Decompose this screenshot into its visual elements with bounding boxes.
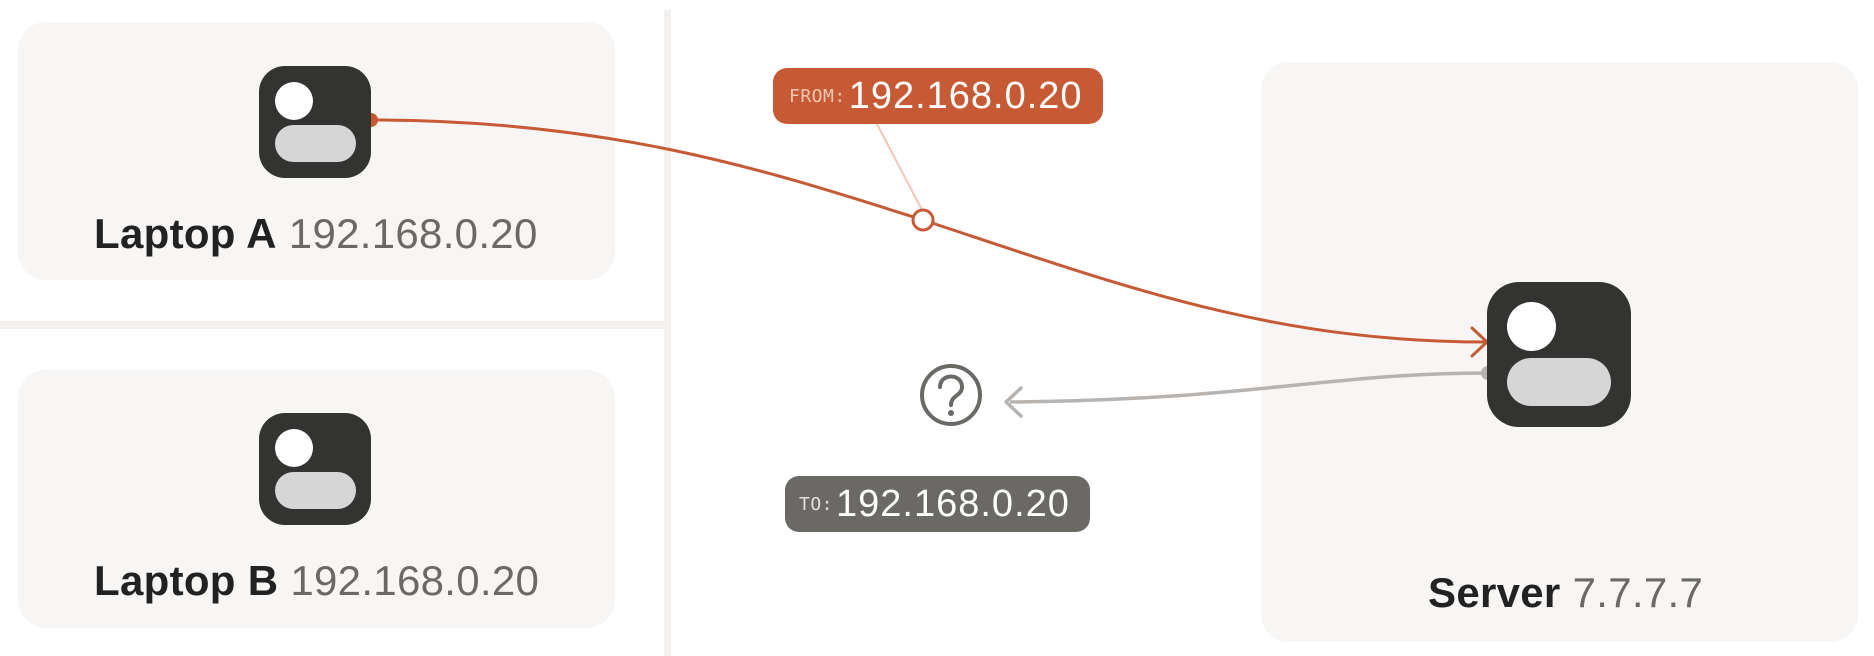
laptop-a-ip: 192.168.0.20 [288,210,538,257]
laptop-a-name: Laptop A [94,210,277,257]
device-icon-dot [1507,302,1556,351]
from-address-badge: FROM: 192.168.0.20 [773,68,1103,124]
from-prefix: FROM: [789,85,846,107]
reply-connection-line [1009,371,1489,404]
from-badge-leader [876,123,923,211]
laptop-a-device-icon [259,66,371,178]
laptop-b-ip: 192.168.0.20 [290,557,540,604]
device-icon-dot [275,82,313,120]
server-device-icon [1487,282,1631,427]
device-icon-dot [275,429,313,467]
to-address: 192.168.0.20 [836,482,1070,525]
server-ip: 7.7.7.7 [1572,569,1704,616]
vertical-divider [664,10,671,656]
reply-arrowhead [1004,386,1023,418]
server-label: Server 7.7.7.7 [1428,569,1703,617]
from-address: 192.168.0.20 [848,74,1083,117]
laptop-b-label: Laptop B 192.168.0.20 [94,557,539,605]
device-icon-pill [275,472,356,509]
server-name: Server [1428,569,1561,616]
device-icon-pill [275,125,356,162]
packet-position-marker [911,208,935,232]
outgoing-connection-line [370,118,1488,344]
device-icon-pill [1507,358,1611,406]
horizontal-divider [0,321,664,329]
to-address-badge: TO: 192.168.0.20 [785,476,1090,532]
laptop-b-name: Laptop B [94,557,279,604]
to-prefix: TO: [799,493,834,515]
laptop-a-label: Laptop A 192.168.0.20 [94,210,538,258]
question-icon [920,364,982,426]
laptop-b-device-icon [259,413,371,525]
